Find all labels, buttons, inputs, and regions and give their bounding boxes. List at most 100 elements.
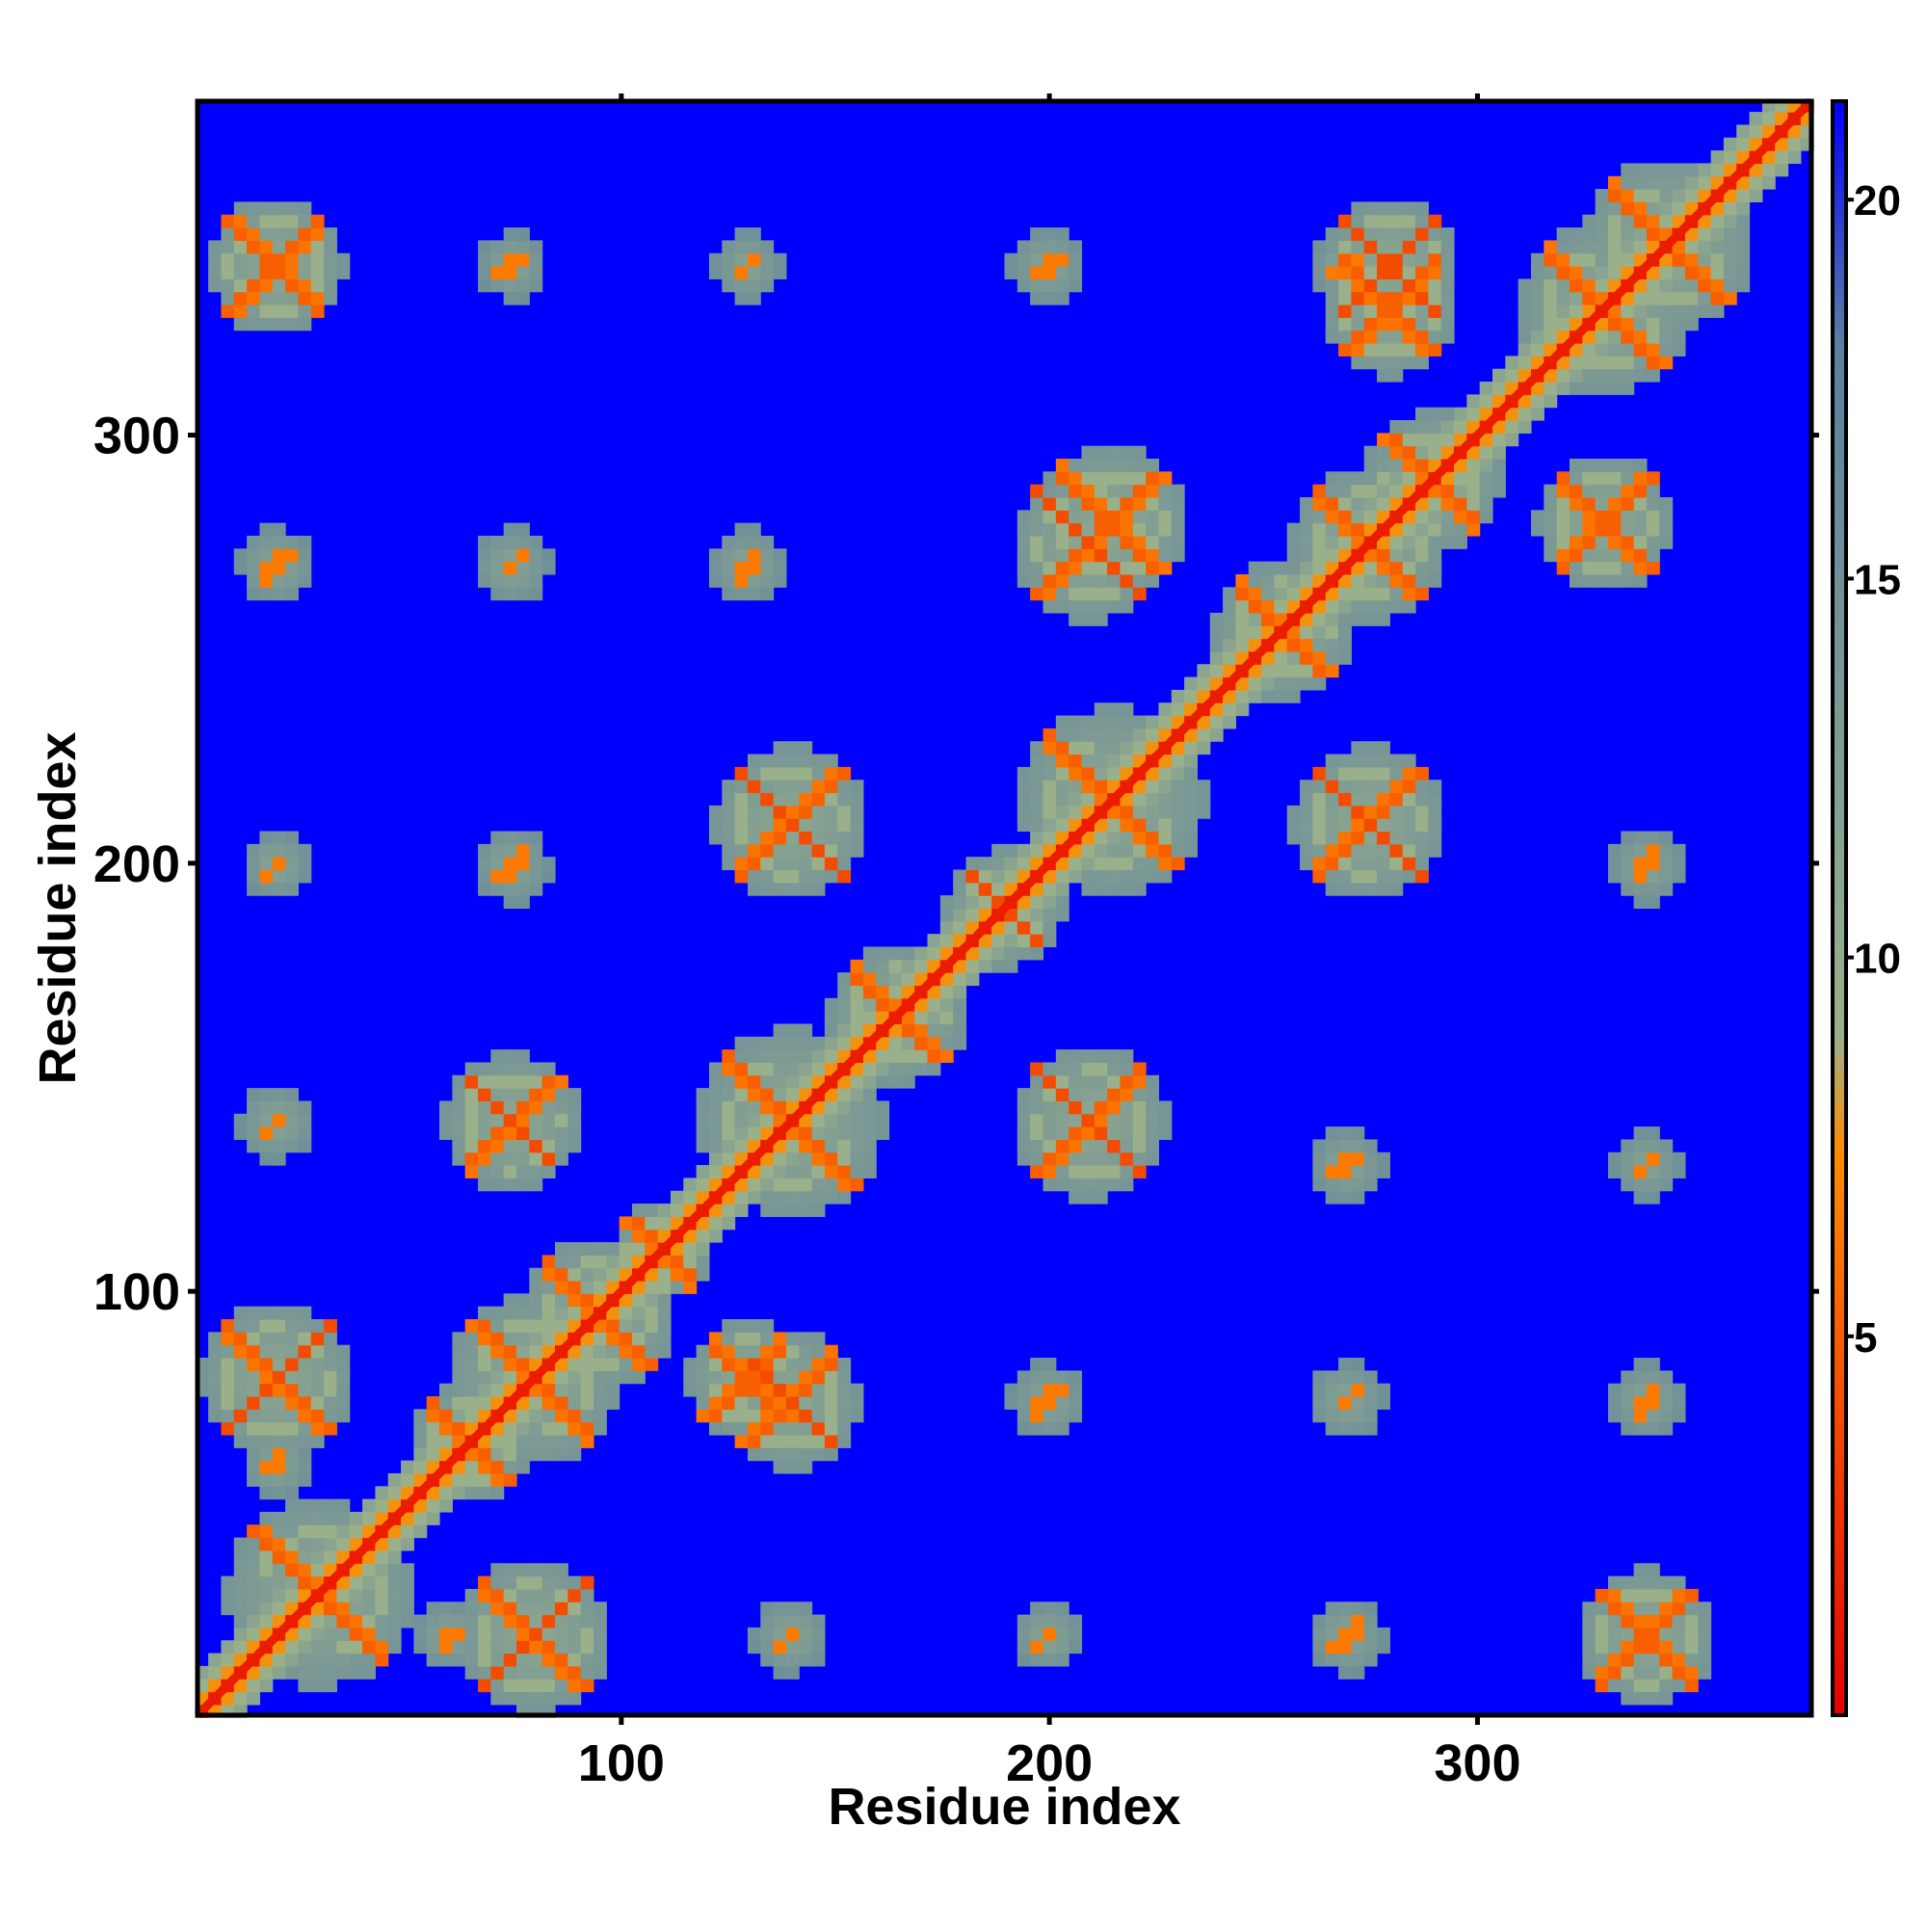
heatmap-cell bbox=[503, 1691, 517, 1706]
heatmap-cell bbox=[259, 831, 274, 845]
heatmap-cell bbox=[490, 857, 505, 871]
heatmap-cell bbox=[1069, 1126, 1083, 1140]
heatmap-cell bbox=[850, 1396, 864, 1410]
heatmap-cell bbox=[1132, 1113, 1147, 1127]
heatmap-cell bbox=[1094, 1113, 1108, 1127]
heatmap-cell bbox=[1043, 484, 1057, 498]
heatmap-cell bbox=[580, 1409, 594, 1423]
heatmap-cell bbox=[824, 1190, 838, 1204]
heatmap-cell bbox=[247, 1100, 260, 1115]
heatmap-cell bbox=[490, 1139, 505, 1153]
heatmap-cell bbox=[1069, 510, 1083, 524]
heatmap-cell bbox=[799, 1421, 813, 1436]
heatmap-cell bbox=[568, 1281, 582, 1294]
heatmap-cell bbox=[631, 1293, 646, 1308]
heatmap-cell bbox=[529, 1434, 543, 1448]
heatmap-cell bbox=[965, 959, 980, 973]
heatmap-cell bbox=[1030, 1151, 1044, 1166]
heatmap-cell bbox=[1363, 458, 1378, 472]
heatmap-cell bbox=[1607, 1588, 1622, 1602]
heatmap-cell bbox=[529, 1126, 543, 1140]
heatmap-cell bbox=[1659, 1421, 1674, 1436]
heatmap-cell bbox=[1300, 857, 1313, 871]
heatmap-cell bbox=[1389, 291, 1404, 305]
heatmap-cell bbox=[1171, 702, 1185, 717]
heatmap-cell bbox=[452, 1088, 466, 1101]
heatmap-cell bbox=[1684, 1653, 1699, 1667]
heatmap-cell bbox=[965, 908, 980, 922]
heatmap-cell bbox=[811, 1113, 826, 1127]
heatmap-cell bbox=[298, 1498, 312, 1513]
heatmap-cell bbox=[645, 1267, 659, 1282]
heatmap-cell bbox=[1043, 780, 1057, 794]
heatmap-cell bbox=[298, 1409, 312, 1423]
heatmap-cell bbox=[811, 1332, 826, 1346]
heatmap-cell bbox=[1325, 510, 1339, 524]
heatmap-cell bbox=[1389, 227, 1404, 241]
heatmap-cell bbox=[1518, 317, 1532, 331]
heatmap-cell bbox=[1505, 368, 1519, 383]
heatmap-cell bbox=[490, 1100, 505, 1115]
heatmap-cell bbox=[1016, 780, 1031, 794]
heatmap-cell bbox=[1492, 458, 1506, 472]
heatmap-cell bbox=[1389, 278, 1404, 293]
heatmap-cell bbox=[1120, 792, 1134, 807]
heatmap-cell bbox=[1633, 1575, 1648, 1590]
heatmap-cell bbox=[478, 1665, 491, 1680]
heatmap-cell bbox=[734, 1036, 749, 1050]
heatmap-cell bbox=[722, 1062, 736, 1076]
heatmap-cell bbox=[541, 1100, 556, 1115]
heatmap-cell bbox=[1582, 522, 1597, 537]
heatmap-cell bbox=[1030, 818, 1044, 833]
heatmap-cell bbox=[1132, 1139, 1147, 1153]
heatmap-cell bbox=[1351, 573, 1365, 588]
heatmap-cell bbox=[1377, 548, 1390, 563]
heatmap-cell bbox=[824, 1049, 838, 1064]
heatmap-cell bbox=[1377, 291, 1390, 305]
heatmap-cell bbox=[1004, 869, 1018, 884]
heatmap-cell bbox=[490, 1434, 505, 1448]
heatmap-cell bbox=[272, 1563, 286, 1577]
heatmap-cell bbox=[1479, 394, 1493, 409]
heatmap-cell bbox=[259, 1511, 274, 1525]
heatmap-cell bbox=[1595, 278, 1609, 293]
heatmap-cell bbox=[747, 278, 761, 293]
heatmap-cell bbox=[811, 869, 826, 884]
heatmap-cell bbox=[490, 1165, 505, 1178]
heatmap-cell bbox=[1402, 214, 1416, 228]
heatmap-cell bbox=[1132, 535, 1147, 549]
heatmap-cell bbox=[785, 1653, 800, 1667]
heatmap-cell bbox=[991, 843, 1006, 858]
heatmap-cell bbox=[953, 1036, 967, 1050]
heatmap-cell bbox=[1043, 266, 1057, 279]
heatmap-cell bbox=[1582, 1627, 1597, 1641]
heatmap-cell bbox=[1120, 857, 1134, 871]
heatmap-cell bbox=[1325, 278, 1339, 293]
heatmap-cell bbox=[426, 1447, 440, 1462]
heatmap-cell bbox=[298, 1575, 312, 1590]
heatmap-cell bbox=[1094, 599, 1108, 614]
heatmap-cell bbox=[272, 317, 286, 331]
heatmap-cell bbox=[1646, 227, 1660, 241]
heatmap-cell bbox=[1389, 792, 1404, 807]
heatmap-cell bbox=[503, 252, 517, 267]
heatmap-cell bbox=[1621, 548, 1635, 563]
heatmap-cell bbox=[1197, 676, 1211, 691]
heatmap-cell bbox=[1004, 266, 1018, 279]
heatmap-cell bbox=[1646, 291, 1660, 305]
heatmap-cell bbox=[1338, 650, 1352, 665]
y-axis-label: Residue index bbox=[29, 731, 87, 1084]
heatmap-cell bbox=[1338, 522, 1352, 537]
heatmap-cell bbox=[247, 1549, 260, 1564]
heatmap-cell bbox=[850, 1383, 864, 1397]
heatmap-cell bbox=[516, 535, 530, 549]
heatmap-cell bbox=[478, 1588, 491, 1602]
heatmap-cell bbox=[490, 1151, 505, 1166]
heatmap-cell bbox=[1223, 638, 1236, 652]
heatmap-cell bbox=[285, 1409, 299, 1423]
heatmap-cell bbox=[1261, 573, 1275, 588]
heatmap-cell bbox=[1132, 843, 1147, 858]
heatmap-cell bbox=[1492, 382, 1506, 395]
heatmap-cell bbox=[247, 1537, 260, 1551]
heatmap-cell bbox=[811, 1036, 826, 1050]
